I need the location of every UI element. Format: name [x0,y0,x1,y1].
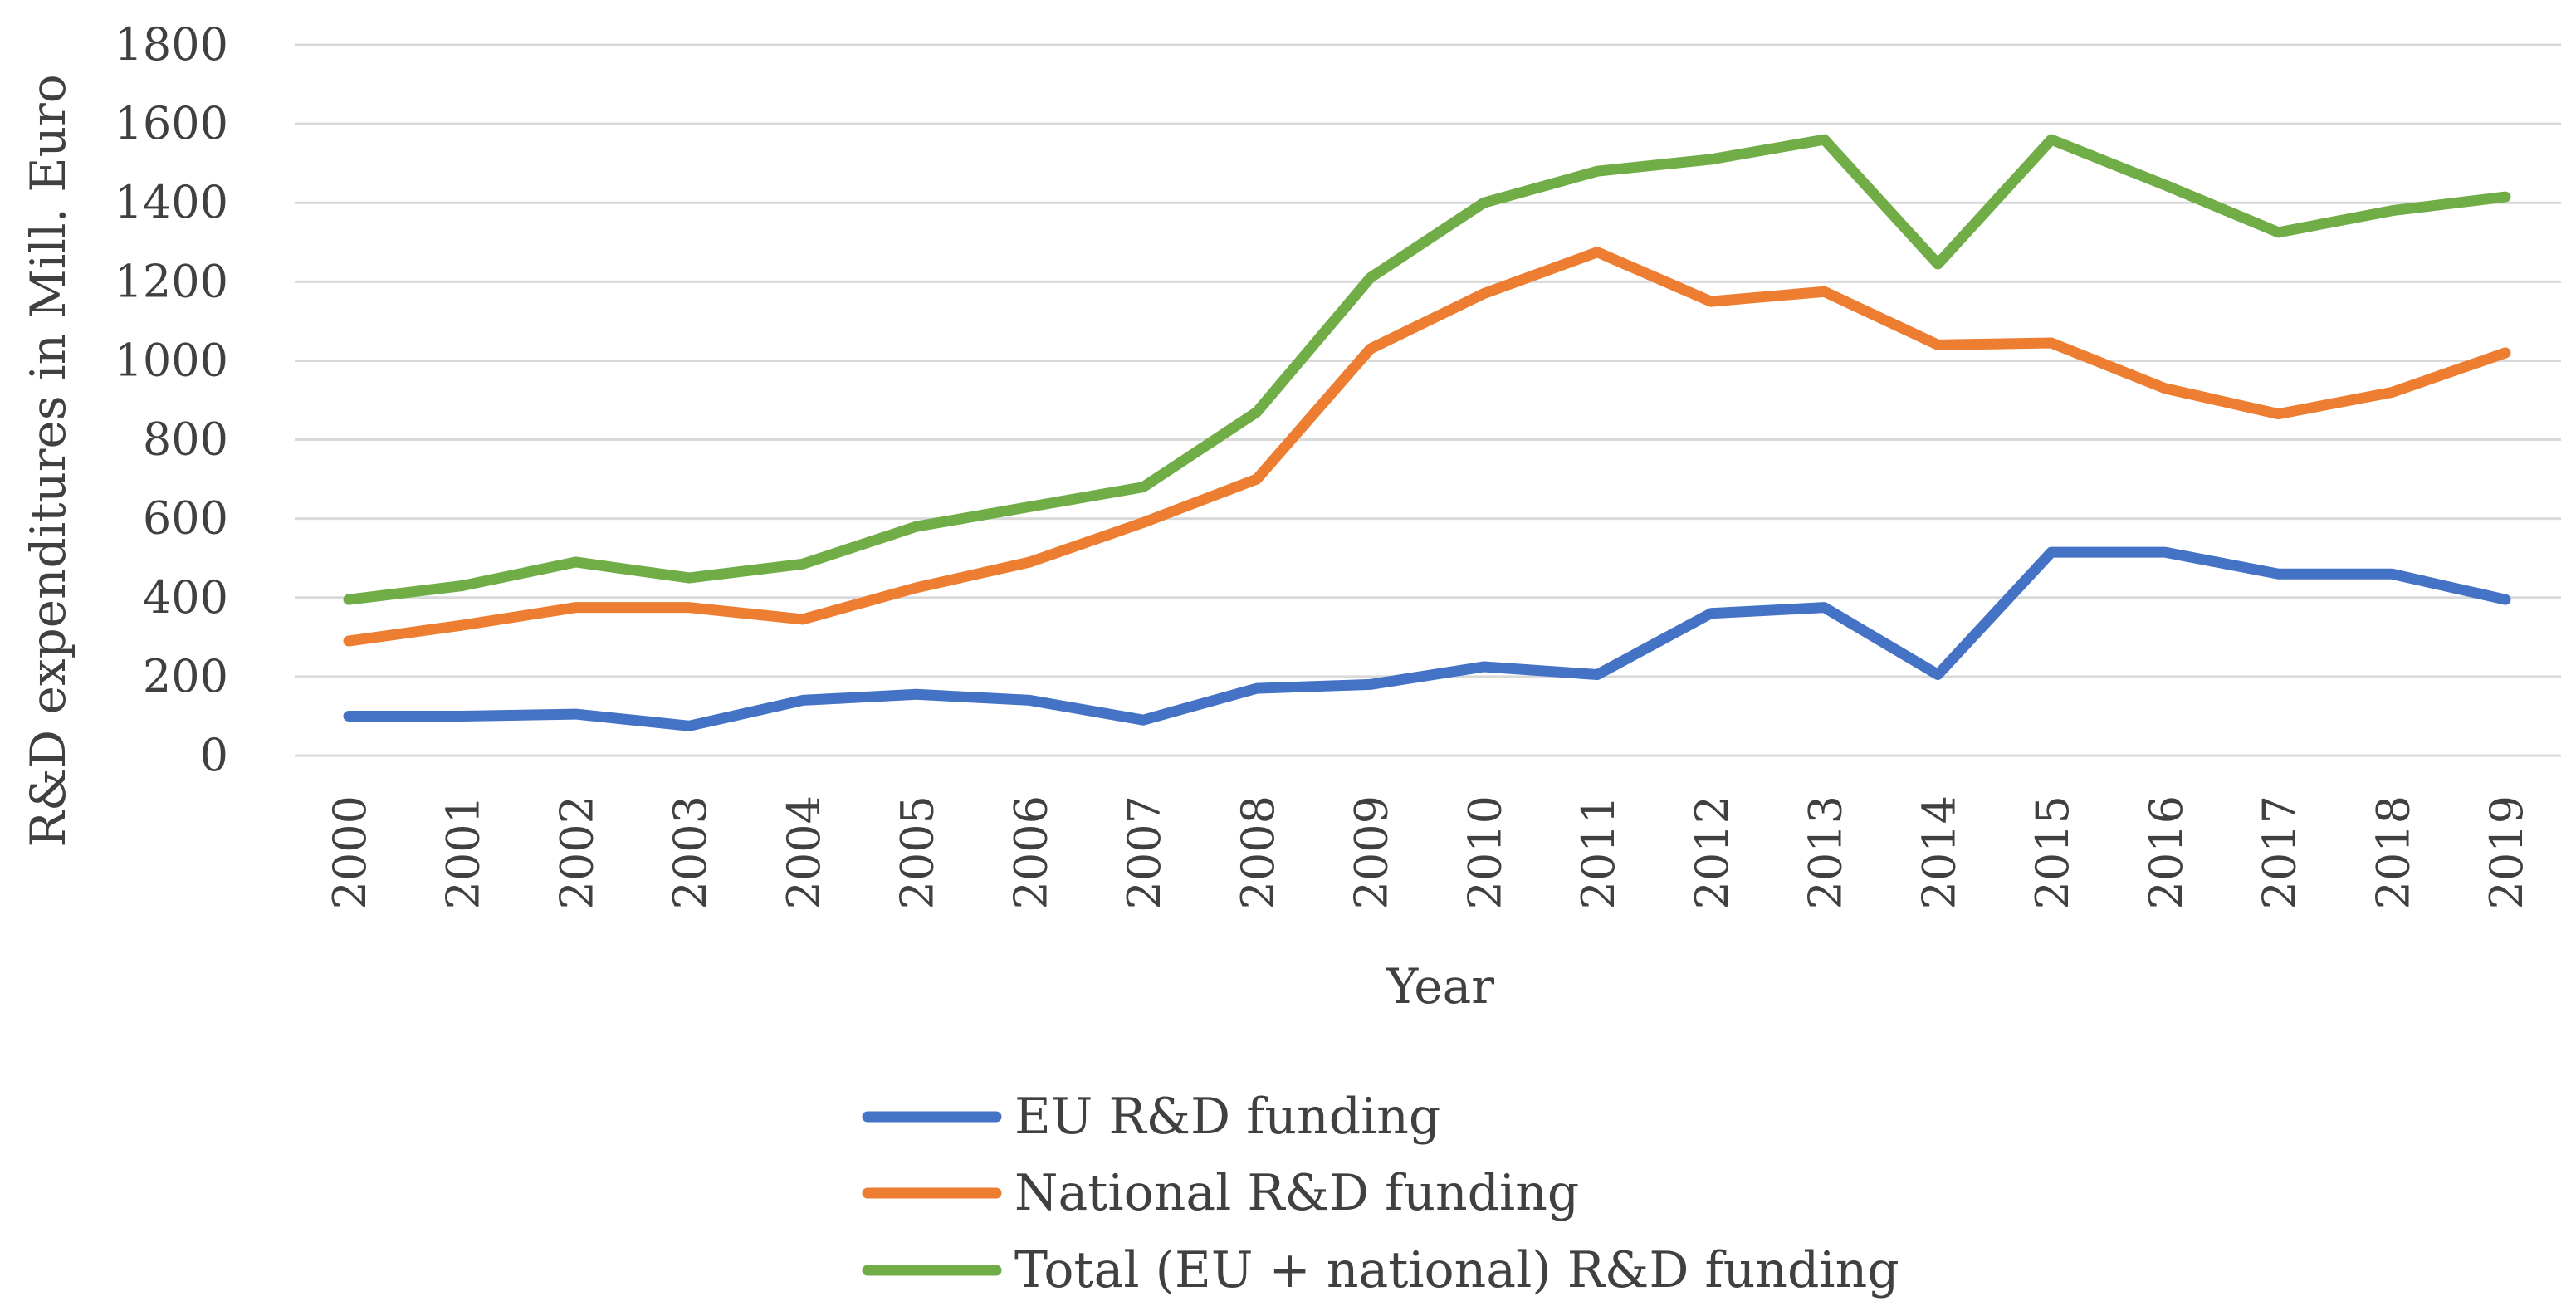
x-tick-label: 2015 [2026,795,2079,909]
series-lines [343,134,2511,731]
x-tick-label: 2013 [1800,795,1852,909]
x-tick-label: 2000 [324,795,376,909]
x-axis-title: Year [1386,958,1494,1015]
y-tick-label: 600 [143,492,228,545]
x-tick-label: 2006 [1004,795,1057,909]
y-axis-ticks: 0 200 400 600 800 1000 1200 1400 1600 1800 [115,18,228,781]
x-tick-label: 2004 [778,795,830,909]
gridlines [295,43,2561,757]
legend-label-0: EU R&D funding [1014,1088,1440,1146]
y-tick-label: 1200 [115,255,228,307]
y-tick-label: 0 [200,729,228,781]
y-tick-label: 1800 [115,18,228,71]
x-tick-label: 2012 [1686,795,1738,909]
y-tick-label: 1400 [115,176,228,228]
y-tick-label: 400 [143,571,228,624]
x-tick-label: 2011 [1572,795,1625,909]
y-tick-label: 1000 [115,334,228,386]
x-tick-label: 2003 [664,795,716,909]
x-tick-label: 2019 [2481,795,2533,909]
x-tick-label: 2014 [1913,795,1965,909]
x-tick-label: 2008 [1232,795,1284,909]
x-tick-label: 2001 [437,795,490,909]
x-tick-label: 2007 [1118,795,1171,909]
x-tick-label: 2016 [2140,795,2192,909]
x-tick-label: 2002 [550,795,603,909]
x-tick-label: 2005 [892,795,944,909]
x-tick-label: 2010 [1459,795,1511,909]
x-tick-label: 2009 [1346,795,1398,909]
x-tick-label: 2017 [2254,795,2306,909]
series-line-2 [343,134,2511,605]
y-tick-label: 800 [143,413,228,466]
x-axis-ticks: 2000 2001 2002 2003 2004 2005 2006 2007 2008 2009… [324,795,2533,909]
y-tick-label: 1600 [115,97,228,149]
legend: EU R&D funding National R&D funding Total … [862,1088,1899,1299]
y-tick-label: 200 [143,650,228,702]
x-tick-label: 2018 [2367,795,2419,909]
legend-label-1: National R&D funding [1014,1164,1579,1222]
legend-label-2: Total (EU + national) R&D funding [1014,1241,1899,1299]
y-axis-title: R&D expenditures in Mill. Euro [20,74,76,847]
series-line-1 [343,247,2511,647]
series-line-0 [343,546,2511,731]
